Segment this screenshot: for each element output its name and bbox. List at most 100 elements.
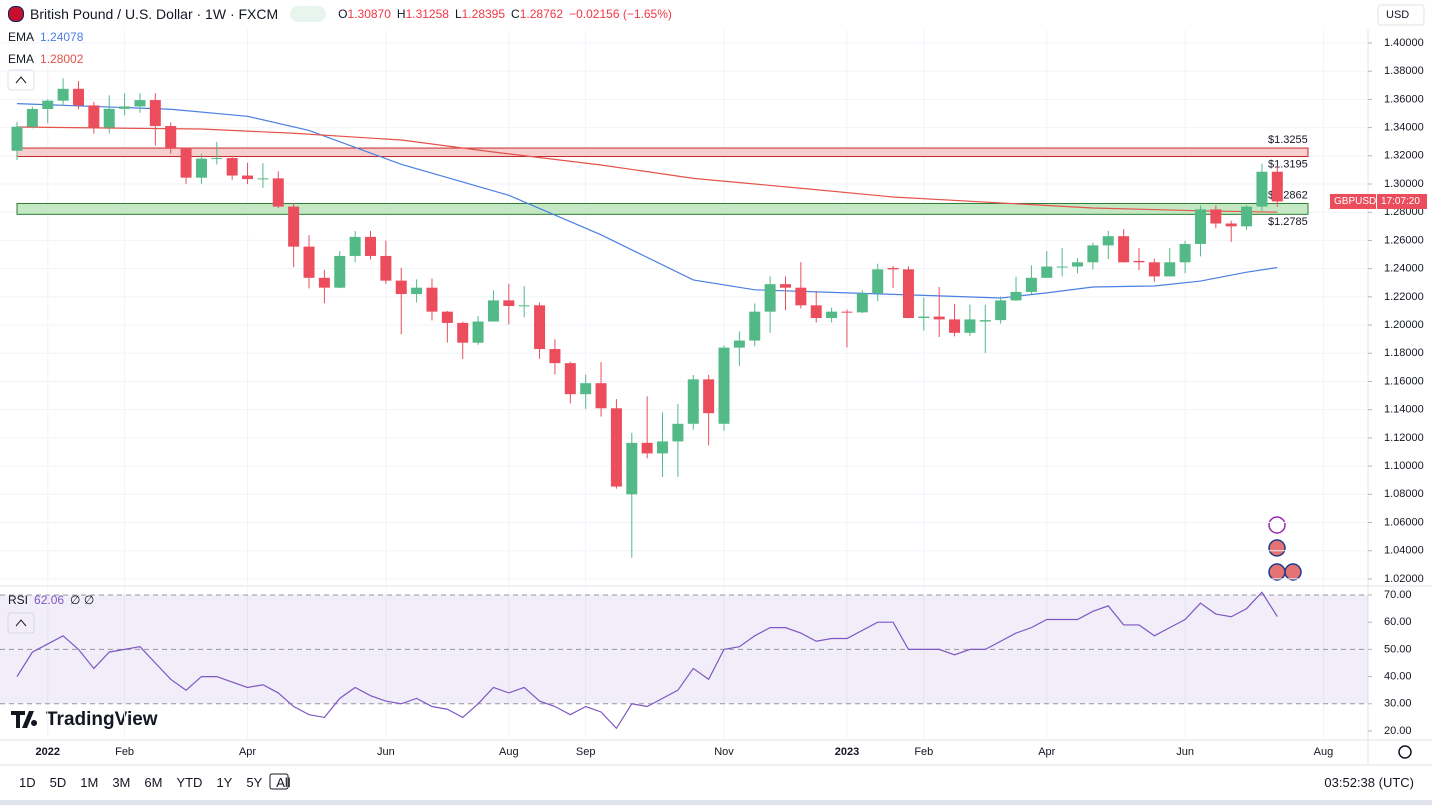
collapse-button[interactable] [7,69,35,91]
y-tick-label: 1.24000 [1384,263,1424,275]
candle-body [626,442,638,495]
price-tag [1377,193,1427,209]
zone [16,147,1309,158]
rsi-extra: ∅ ∅ [70,593,95,607]
event-icon[interactable] [1268,563,1286,581]
ema-value: 1.28002 [40,52,84,66]
candle-body [1256,171,1268,207]
rsi-value: 62.06 [34,593,65,607]
candle-body [749,311,761,341]
candle-body [257,178,269,180]
event-icon[interactable] [1268,516,1286,534]
currency-box[interactable] [1377,4,1425,26]
collapse-button[interactable] [7,612,35,634]
calendar-icon[interactable] [269,773,289,790]
candle-body [119,106,131,109]
x-tick-label: Jun [377,746,395,758]
y-tick-label: 1.30000 [1384,178,1424,190]
y-tick-label: 50.00 [1384,643,1412,655]
ema-legend: EMA 1.24078 [8,30,83,44]
event-icon[interactable] [1284,563,1302,581]
candle-body [810,305,822,319]
range-button[interactable]: All [276,775,291,790]
candle-body [487,300,499,322]
logo: TradingView [46,709,158,730]
candle-body [1102,236,1114,246]
zone-label: $1.3255 [1268,134,1308,146]
candle-body [518,305,530,307]
candle-body [902,269,914,319]
y-tick-label: 60.00 [1384,616,1412,628]
ema-value: 1.24078 [40,30,84,44]
candle-body [610,408,622,487]
y-tick-label: 1.38000 [1384,65,1424,77]
x-tick-label: Feb [115,746,134,758]
candle-body [411,287,423,295]
candle-body [887,267,899,270]
candle-body [288,206,300,247]
zone-label: $1.2785 [1268,216,1308,228]
range-button[interactable]: 6M [144,775,163,790]
range-button[interactable]: 3M [112,775,131,790]
zone-label: $1.3195 [1268,158,1308,170]
candle-body [1179,243,1191,263]
range-button[interactable]: 5D [49,775,67,790]
candle-body [856,293,868,313]
candle-body [441,311,453,323]
candle-body [1072,262,1084,267]
status-pill[interactable] [290,6,327,22]
candle-body [426,287,438,312]
candle-body [841,311,853,313]
y-tick-label: 1.12000 [1384,432,1424,444]
ohlc-value: 1.31258 [405,7,449,21]
ohlc-item: H1.31258 [397,7,449,21]
change: −0.02156 (−1.65%) [569,7,672,21]
chevron [15,619,27,627]
candle-body [872,269,884,294]
candle-body [472,321,484,343]
ohlc-item: C1.28762 [511,7,563,21]
range-button[interactable]: 1Y [216,775,233,790]
range-toolbar: 1D 5D 1M 3M 6M YTD 1Y 5Y All [12,775,298,790]
price-tag-symbol: GBPUSD [1334,196,1376,207]
candle-body [564,363,576,395]
range-button[interactable]: 1D [19,775,36,790]
rsi-name: RSI [8,593,29,607]
range-button[interactable]: YTD [176,775,203,790]
y-tick-label: 1.08000 [1384,488,1424,500]
candle-body [395,280,407,295]
candle-body [933,316,945,320]
candle-body [657,441,669,454]
y-tick-label: 1.04000 [1384,545,1424,557]
candle-body [365,236,377,256]
x-tick-label: Aug [499,746,519,758]
candle-body [995,300,1007,321]
x-tick-label: Nov [714,746,734,758]
symbol: British Pound / U.S. Dollar · 1W · FXCM [30,6,279,22]
y-tick-label: 1.40000 [1384,37,1424,49]
x-tick-label: Sep [576,746,596,758]
candle-body [1010,291,1022,301]
y-tick-label: 1.36000 [1384,93,1424,105]
ohlc-value: 1.28395 [461,7,506,21]
candle-body [1133,260,1145,263]
candle-body [134,100,146,107]
candle-body [103,108,115,128]
candle-body [26,108,38,127]
event-icon[interactable] [1268,539,1286,557]
candle-body [595,383,607,409]
range-button[interactable]: 1M [80,775,99,790]
candle-body [242,175,254,180]
y-tick-label: 1.10000 [1384,460,1424,472]
range-button[interactable]: 5Y [246,775,263,790]
candle-body [549,349,561,364]
settings-icon[interactable] [1398,745,1412,759]
currency: USD [1386,9,1409,21]
candle-body [1056,266,1068,268]
ema-name: EMA [8,30,35,44]
candle-body [1164,262,1176,277]
candle-body [349,236,361,256]
x-tick-label: Jun [1176,746,1194,758]
